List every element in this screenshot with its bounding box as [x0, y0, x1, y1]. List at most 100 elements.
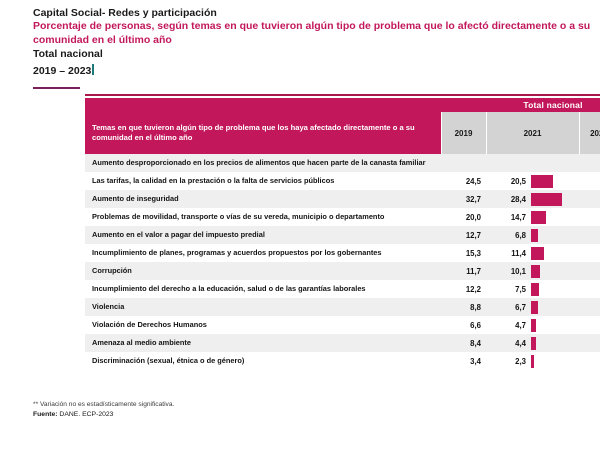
- source-text: Fuente: DANE. ECP-2023: [33, 410, 174, 420]
- bar-indicator: [531, 336, 536, 350]
- column-header-2019[interactable]: 2019: [440, 112, 486, 154]
- cell-bar: [531, 334, 579, 352]
- row-topic: Aumento de inseguridad: [85, 190, 441, 208]
- cell-2023: 3: [579, 172, 600, 190]
- cell-2023: [579, 298, 600, 316]
- cell-2021: 11,4: [486, 244, 531, 262]
- cell-2019: 20,0: [441, 208, 486, 226]
- banner-row: Total nacional: [85, 98, 600, 112]
- scope-text: Total nacional: [33, 48, 103, 60]
- bar-indicator: [531, 354, 534, 368]
- eyebrow-text: Capital Social- Redes y participación: [33, 7, 217, 19]
- column-header-2023[interactable]: 2023: [578, 112, 600, 154]
- table-row[interactable]: Aumento en el valor a pagar del impuesto…: [85, 226, 600, 244]
- table-row[interactable]: Las tarifas, la calidad en la prestación…: [85, 172, 600, 190]
- table-row[interactable]: Incumplimiento de planes, programas y ac…: [85, 244, 600, 262]
- banner-cell: Total nacional: [441, 98, 600, 112]
- row-topic: Violación de Derechos Humanos: [85, 316, 441, 334]
- bar-indicator: [531, 210, 546, 224]
- cell-2023: 1: [579, 262, 600, 280]
- cell-2019: 3,4: [441, 352, 486, 370]
- bar-indicator: [531, 300, 538, 314]
- cell-bar: [531, 280, 579, 298]
- cell-2021: 20,5: [486, 172, 531, 190]
- cell-bar: [531, 316, 579, 334]
- cell-2021: 6,7: [486, 298, 531, 316]
- data-table: Total nacional Temas en que tuvieron alg…: [85, 98, 600, 370]
- cell-2023: 1: [579, 244, 600, 262]
- source-value: DANE. ECP-2023: [57, 411, 114, 418]
- period-label: 2019 – 2023: [33, 65, 92, 77]
- table-row[interactable]: Discriminación (sexual, étnica o de géne…: [85, 352, 600, 370]
- footer-block: ** Variación no es estadísticamente sign…: [33, 400, 174, 420]
- banner-label: Total nacional: [523, 100, 583, 110]
- cell-2019: 6,6: [441, 316, 486, 334]
- cell-2023: [579, 352, 600, 370]
- bar-indicator: [531, 246, 544, 260]
- row-topic: Las tarifas, la calidad en la prestación…: [85, 172, 441, 190]
- bar-indicator: [531, 192, 562, 206]
- cell-bar: [531, 208, 579, 226]
- text-cursor: [92, 64, 95, 75]
- cell-2021: 14,7: [486, 208, 531, 226]
- cell-2023: 1: [579, 226, 600, 244]
- table-container: Total nacional Temas en que tuvieron alg…: [85, 98, 600, 370]
- cell-bar: [531, 244, 579, 262]
- cell-2021: 6,8: [486, 226, 531, 244]
- cell-2023: [579, 316, 600, 334]
- cell-bar: [531, 154, 579, 172]
- row-topic: Aumento desproporcionado en los precios …: [85, 154, 441, 172]
- bar-indicator: [531, 318, 536, 332]
- cell-2019: 32,7: [441, 190, 486, 208]
- banner-blank-cell: [85, 98, 441, 112]
- cell-2021: 10,1: [486, 262, 531, 280]
- cell-2021: 7,5: [486, 280, 531, 298]
- cell-bar: [531, 352, 579, 370]
- cell-2023: 3: [579, 190, 600, 208]
- cell-bar: [531, 226, 579, 244]
- cell-2023: 2: [579, 208, 600, 226]
- cell-2023: [579, 334, 600, 352]
- row-topic: Problemas de movilidad, transporte o vía…: [85, 208, 441, 226]
- cell-2019: 8,8: [441, 298, 486, 316]
- row-topic: Discriminación (sexual, étnica o de géne…: [85, 352, 441, 370]
- cell-2021: [486, 154, 531, 172]
- bar-indicator: [531, 174, 553, 188]
- table-row[interactable]: Violación de Derechos Humanos 6,6 4,7: [85, 316, 600, 334]
- purple-divider: [33, 87, 80, 89]
- table-row[interactable]: Incumplimiento del derecho a la educació…: [85, 280, 600, 298]
- cell-2019: [441, 154, 486, 172]
- cell-bar: [531, 172, 579, 190]
- cell-bar: [531, 262, 579, 280]
- table-row[interactable]: Problemas de movilidad, transporte o vía…: [85, 208, 600, 226]
- source-label: Fuente:: [33, 411, 58, 418]
- table-row[interactable]: Aumento desproporcionado en los precios …: [85, 154, 600, 172]
- bar-indicator: [531, 228, 538, 242]
- cell-2023: 1: [579, 280, 600, 298]
- cell-2019: 12,7: [441, 226, 486, 244]
- footnote-text: ** Variación no es estadísticamente sign…: [33, 401, 175, 408]
- title-block: Capital Social- Redes y participación Po…: [33, 6, 593, 79]
- cell-2021: 28,4: [486, 190, 531, 208]
- bar-indicator: [531, 264, 540, 278]
- cell-2019: 15,3: [441, 244, 486, 262]
- cell-2021: 2,3: [486, 352, 531, 370]
- column-header-2021[interactable]: 2021: [485, 112, 579, 154]
- row-topic: Incumplimiento de planes, programas y ac…: [85, 244, 441, 262]
- table-row[interactable]: Amenaza al medio ambiente 8,4 4,4: [85, 334, 600, 352]
- table-row[interactable]: Violencia 8,8 6,7: [85, 298, 600, 316]
- row-topic: Amenaza al medio ambiente: [85, 334, 441, 352]
- cell-2019: 8,4: [441, 334, 486, 352]
- period-text: 2019 – 2023: [33, 64, 95, 78]
- header-row: Temas en que tuvieron algún tipo de prob…: [85, 112, 600, 154]
- page-title: Porcentaje de personas, según temas en q…: [33, 20, 591, 46]
- crimson-divider: [85, 94, 600, 96]
- cell-2023: 5: [579, 154, 600, 172]
- cell-2019: 11,7: [441, 262, 486, 280]
- cell-bar: [531, 190, 579, 208]
- row-topic: Corrupción: [85, 262, 441, 280]
- row-topic: Violencia: [85, 298, 441, 316]
- row-topic: Aumento en el valor a pagar del impuesto…: [85, 226, 441, 244]
